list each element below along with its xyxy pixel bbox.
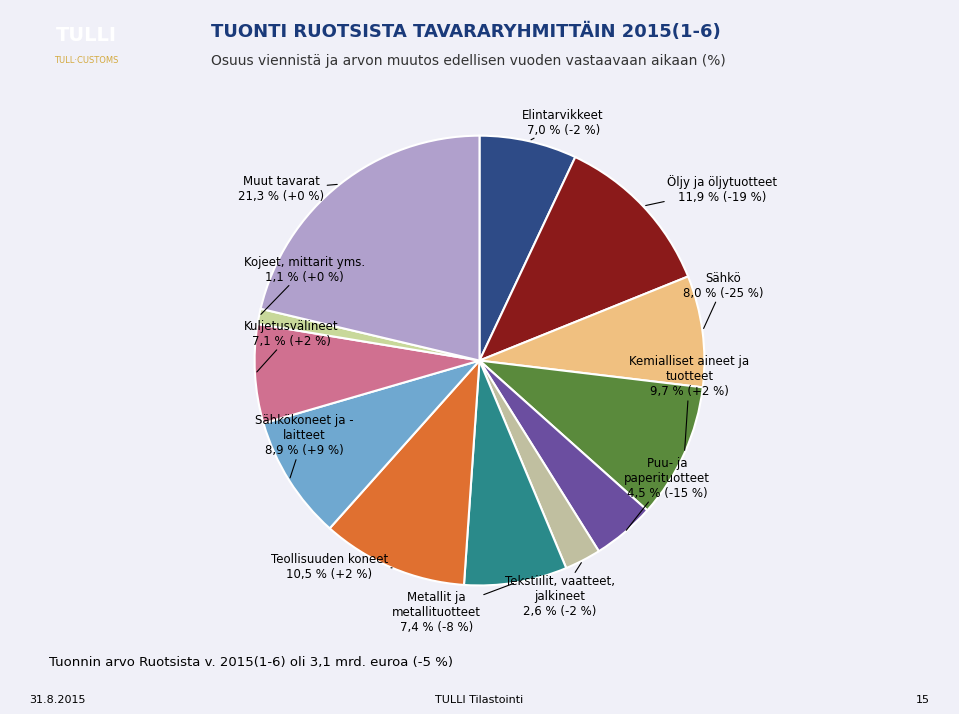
Wedge shape (480, 361, 647, 551)
Wedge shape (330, 361, 480, 585)
Wedge shape (480, 136, 575, 361)
Text: Kojeet, mittarit yms.
1,1 % (+0 %): Kojeet, mittarit yms. 1,1 % (+0 %) (244, 256, 365, 314)
Wedge shape (254, 324, 480, 423)
Text: Tekstiilit, vaatteet,
jalkineet
2,6 % (-2 %): Tekstiilit, vaatteet, jalkineet 2,6 % (-… (504, 563, 615, 618)
Wedge shape (480, 361, 598, 568)
Wedge shape (264, 361, 480, 528)
Text: TULLI: TULLI (56, 26, 117, 45)
Text: Sähkökoneet ja -
laitteet
8,9 % (+9 %): Sähkökoneet ja - laitteet 8,9 % (+9 %) (254, 414, 353, 478)
Wedge shape (464, 361, 566, 585)
Text: TULL·CUSTOMS: TULL·CUSTOMS (54, 56, 119, 65)
Text: Sähkö
8,0 % (-25 %): Sähkö 8,0 % (-25 %) (683, 271, 763, 328)
Text: 31.8.2015: 31.8.2015 (29, 695, 85, 705)
Text: TUONTI RUOTSISTA TAVARARYHMITTÄIN 2015(1-6): TUONTI RUOTSISTA TAVARARYHMITTÄIN 2015(1… (211, 23, 721, 41)
Text: Osuus viennistä ja arvon muutos edellisen vuoden vastaavaan aikaan (%): Osuus viennistä ja arvon muutos edellise… (211, 54, 726, 68)
Wedge shape (480, 157, 689, 361)
Wedge shape (480, 361, 703, 511)
Text: Kemialliset aineet ja
tuotteet
9,7 % (+2 %): Kemialliset aineet ja tuotteet 9,7 % (+2… (629, 355, 750, 451)
Wedge shape (480, 276, 705, 388)
Text: Kuljetusvälineet
7,1 % (+2 %): Kuljetusvälineet 7,1 % (+2 %) (244, 320, 339, 372)
Text: TULLI Tilastointi: TULLI Tilastointi (435, 695, 524, 705)
Text: Muut tavarat
21,3 % (+0 %): Muut tavarat 21,3 % (+0 %) (238, 175, 338, 203)
Text: Tuonnin arvo Ruotsista v. 2015(1-6) oli 3,1 mrd. euroa (-5 %): Tuonnin arvo Ruotsista v. 2015(1-6) oli … (49, 655, 453, 669)
Text: Öljy ja öljytuotteet
11,9 % (-19 %): Öljy ja öljytuotteet 11,9 % (-19 %) (645, 175, 777, 206)
Wedge shape (258, 308, 480, 361)
Text: 15: 15 (916, 695, 930, 705)
Text: Metallit ja
metallituotteet
7,4 % (-8 %): Metallit ja metallituotteet 7,4 % (-8 %) (392, 583, 513, 634)
Wedge shape (261, 136, 480, 361)
Text: Teollisuuden koneet
10,5 % (+2 %): Teollisuuden koneet 10,5 % (+2 %) (271, 553, 392, 581)
Text: Puu- ja
paperituotteet
4,5 % (-15 %): Puu- ja paperituotteet 4,5 % (-15 %) (624, 457, 710, 531)
Text: Elintarvikkeet
7,0 % (-2 %): Elintarvikkeet 7,0 % (-2 %) (523, 109, 604, 140)
